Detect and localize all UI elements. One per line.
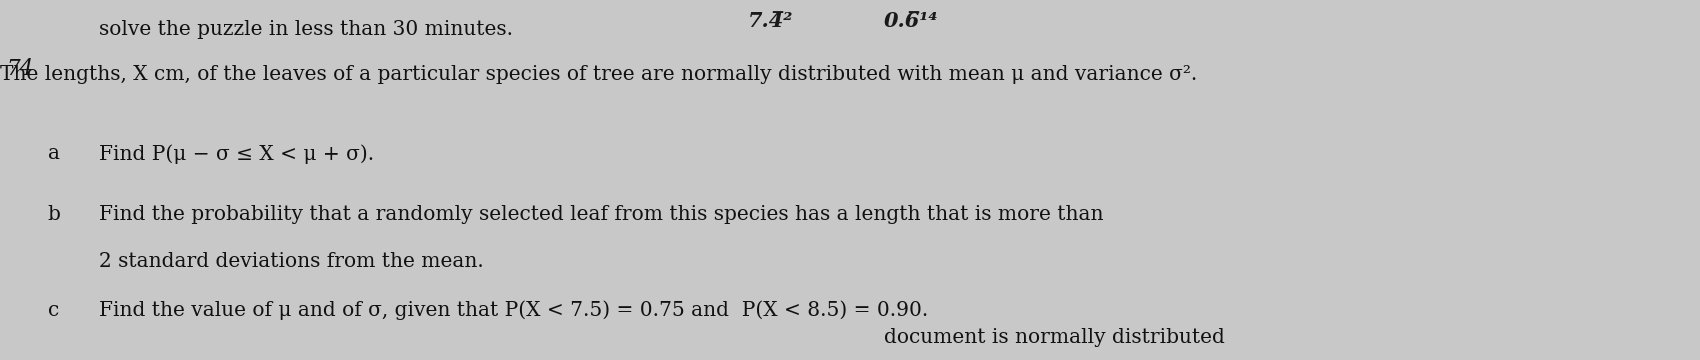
Text: solve the puzzle in less than 30 minutes.: solve the puzzle in less than 30 minutes… (99, 20, 513, 39)
Text: 7.4̅²: 7.4̅² (748, 11, 794, 31)
Text: document is normally distributed: document is normally distributed (884, 328, 1226, 347)
Text: b: b (48, 205, 61, 224)
Text: The lengths, X cm, of the leaves of a particular species of tree are normally di: The lengths, X cm, of the leaves of a pa… (0, 65, 1197, 84)
Text: 2 standard deviations from the mean.: 2 standard deviations from the mean. (99, 252, 483, 271)
Text: Find P(μ − σ ≤ X < μ + σ).: Find P(μ − σ ≤ X < μ + σ). (99, 144, 374, 164)
Text: 0.6̅¹⁴: 0.6̅¹⁴ (884, 11, 938, 31)
Text: 74: 74 (7, 58, 34, 80)
Text: Find the probability that a randomly selected leaf from this species has a lengt: Find the probability that a randomly sel… (99, 205, 1103, 224)
Text: c: c (48, 301, 60, 320)
Text: Find the value of μ and of σ, given that P(X < 7.5) = 0.75 and  P(X < 8.5) = 0.9: Find the value of μ and of σ, given that… (99, 301, 928, 320)
Text: a: a (48, 144, 60, 163)
